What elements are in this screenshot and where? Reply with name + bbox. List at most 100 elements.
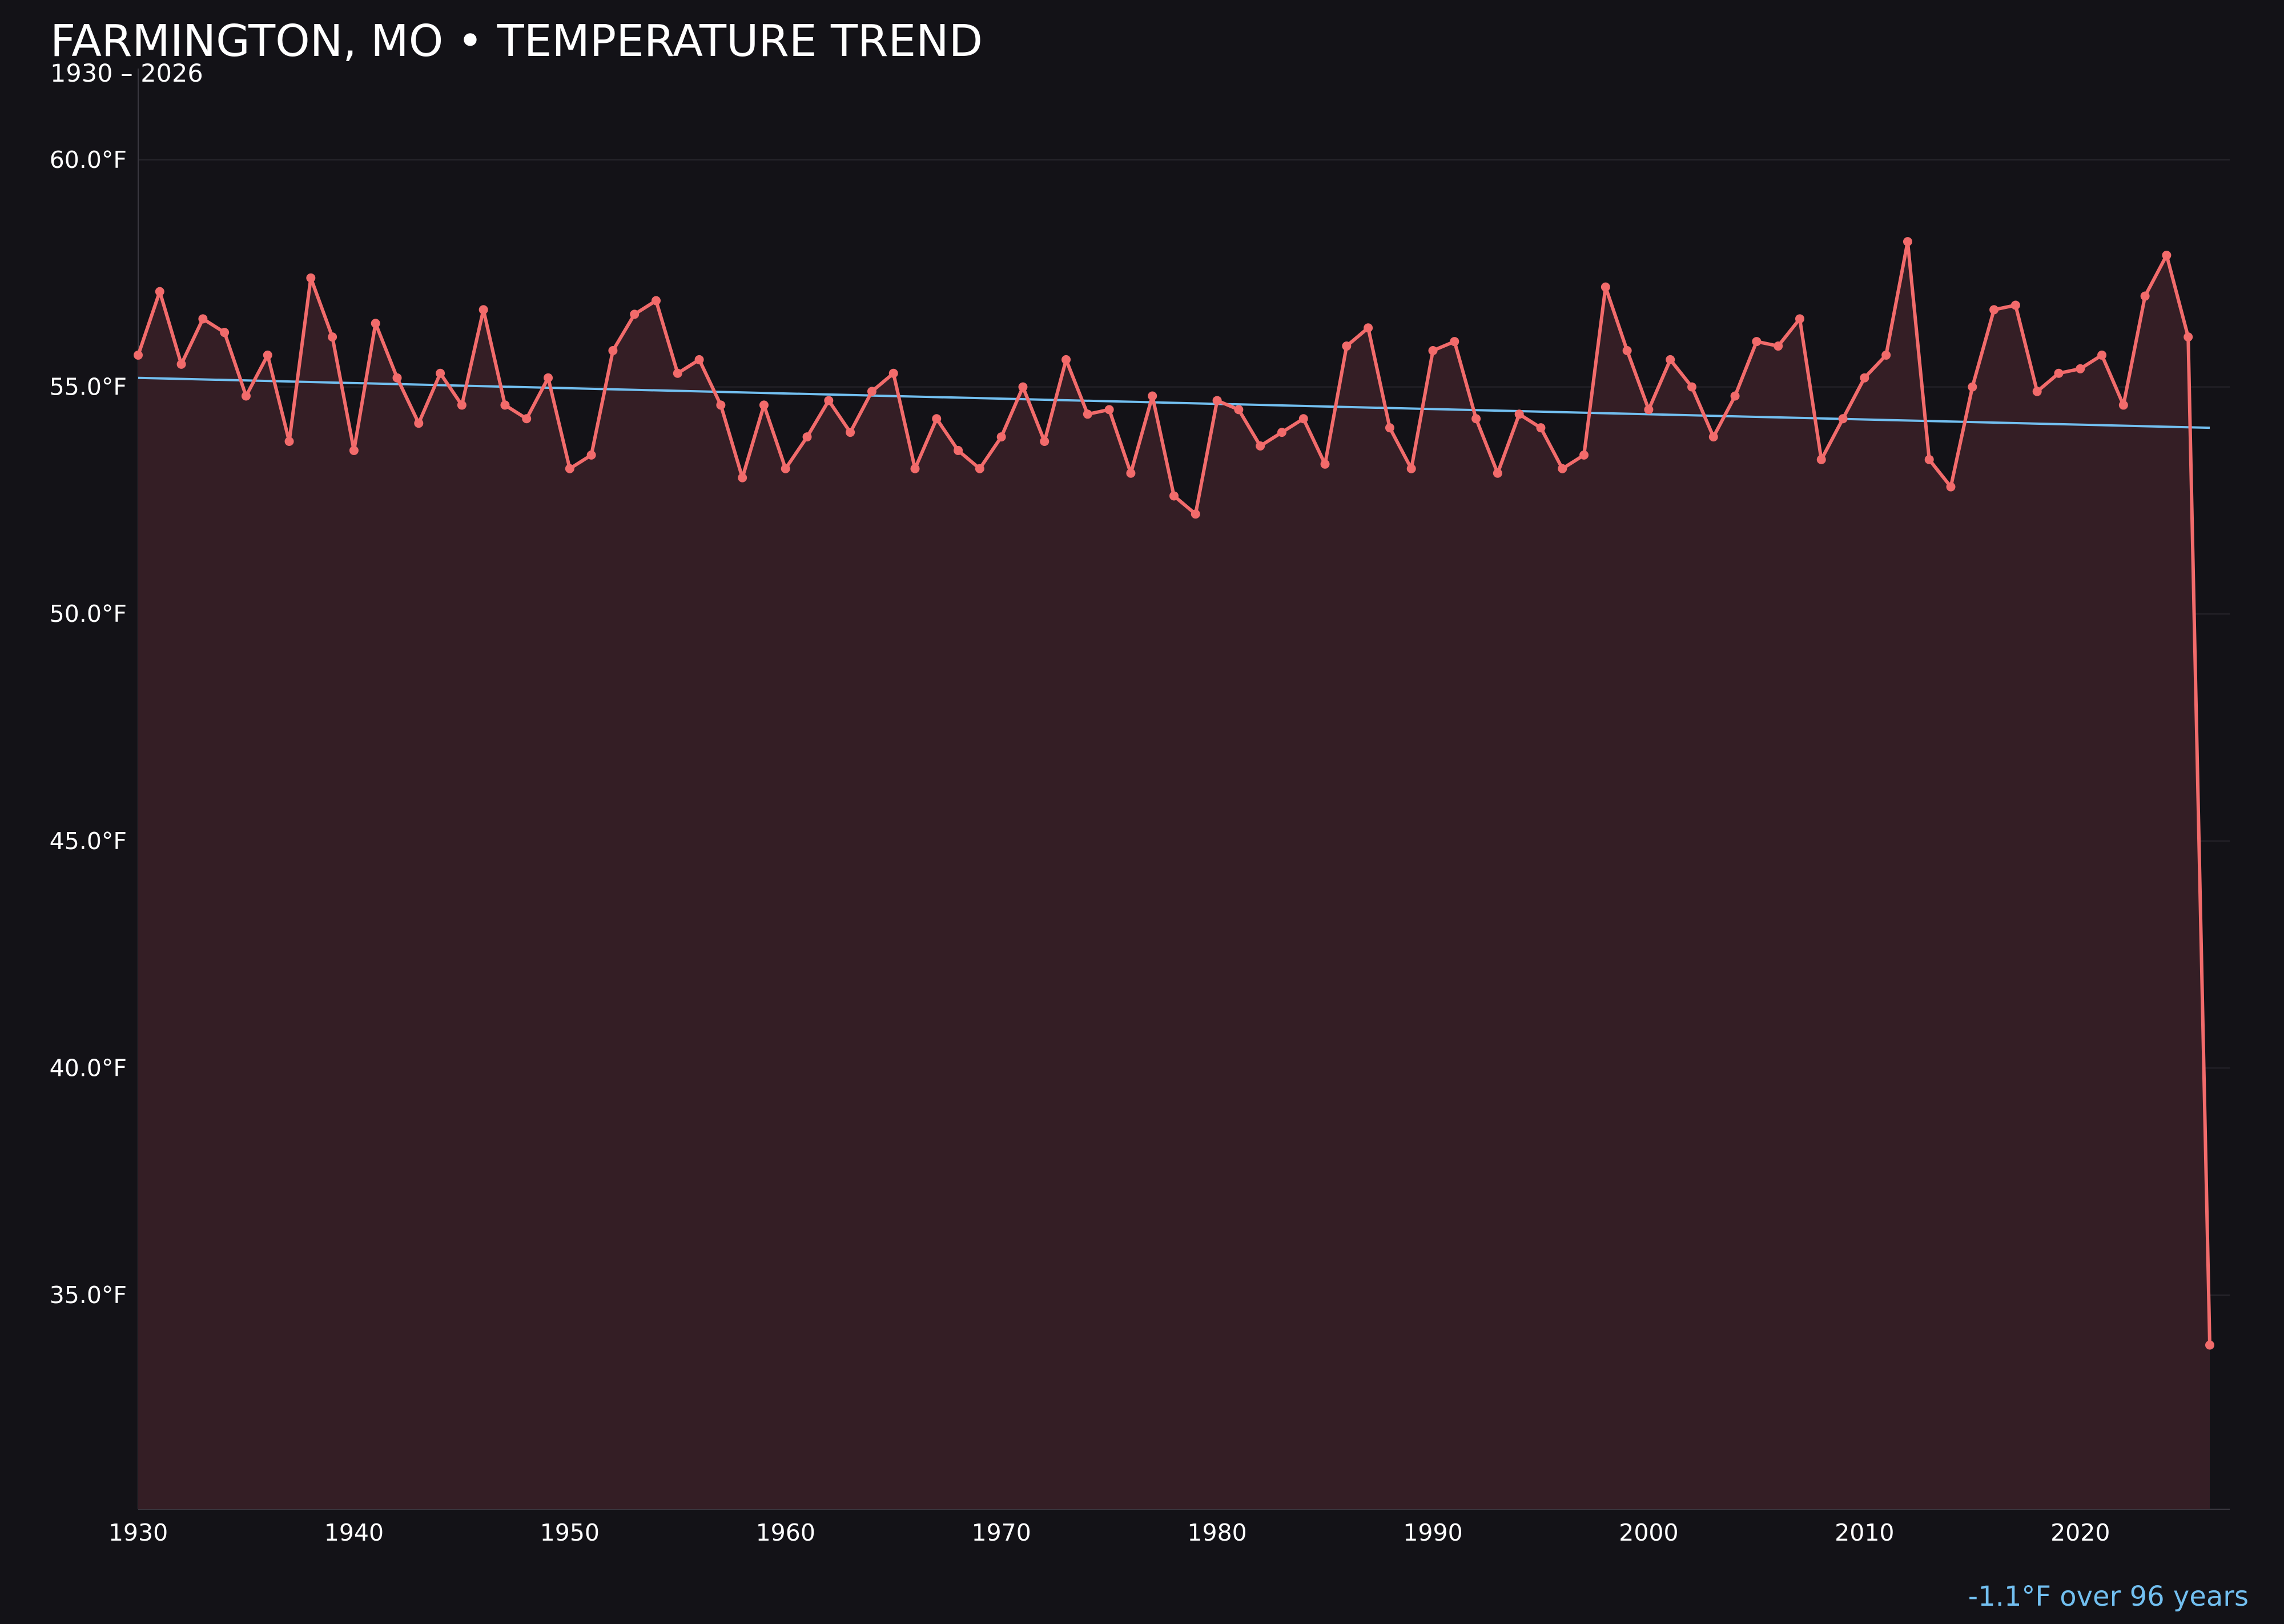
data-point-1958 bbox=[738, 473, 747, 483]
data-point-1976 bbox=[1126, 468, 1136, 478]
data-point-1978 bbox=[1169, 491, 1179, 501]
trend-line bbox=[138, 376, 2210, 429]
x-tick-label: 1960 bbox=[756, 1519, 815, 1546]
data-point-1981 bbox=[1234, 405, 1244, 415]
data-point-1953 bbox=[630, 309, 640, 319]
data-point-2026 bbox=[2205, 1340, 2214, 1350]
x-tick-label: 2010 bbox=[1835, 1519, 1894, 1546]
data-point-1951 bbox=[586, 450, 596, 460]
data-point-1990 bbox=[1428, 345, 1438, 355]
data-point-1997 bbox=[1579, 450, 1589, 460]
data-point-1934 bbox=[220, 328, 230, 337]
data-point-2014 bbox=[1946, 482, 1956, 492]
data-point-1952 bbox=[608, 345, 618, 355]
data-point-1956 bbox=[694, 355, 704, 364]
data-point-1961 bbox=[802, 432, 812, 442]
y-tick-label: 60.0°F bbox=[50, 146, 127, 174]
x-tick-label: 1970 bbox=[971, 1519, 1031, 1546]
data-point-1977 bbox=[1148, 391, 1157, 401]
data-point-2006 bbox=[1774, 341, 1783, 351]
data-point-1991 bbox=[1450, 337, 1459, 347]
data-point-1946 bbox=[478, 305, 488, 315]
x-tick-label: 1950 bbox=[540, 1519, 600, 1546]
y-tick-label: 45.0°F bbox=[50, 827, 127, 855]
chart-title: FARMINGTON, MO • TEMPERATURE TREND bbox=[50, 16, 983, 67]
data-point-1975 bbox=[1104, 405, 1114, 415]
data-point-2004 bbox=[1730, 391, 1740, 401]
data-point-1938 bbox=[306, 273, 316, 283]
data-points bbox=[134, 237, 2214, 1350]
data-point-1931 bbox=[155, 287, 164, 296]
data-point-1940 bbox=[349, 445, 359, 455]
data-point-1969 bbox=[975, 464, 984, 473]
data-point-1945 bbox=[457, 400, 467, 410]
data-point-2007 bbox=[1795, 314, 1804, 324]
data-point-1966 bbox=[910, 464, 920, 473]
data-point-2018 bbox=[2032, 387, 2042, 396]
data-point-1960 bbox=[781, 464, 790, 473]
data-point-2020 bbox=[2076, 364, 2085, 373]
x-tick-label: 1980 bbox=[1187, 1519, 1246, 1546]
x-tick-labels: 1930 1940 1950 1960 1970 1980 1990 2000 2010 2020 bbox=[108, 1519, 2110, 1546]
data-point-1998 bbox=[1601, 282, 1610, 292]
data-point-1979 bbox=[1191, 509, 1200, 519]
data-point-2001 bbox=[1666, 355, 1675, 364]
data-point-1930 bbox=[134, 350, 143, 360]
data-point-2012 bbox=[1903, 237, 1912, 247]
data-point-1933 bbox=[198, 314, 208, 324]
data-point-1967 bbox=[932, 414, 942, 424]
data-point-1999 bbox=[1622, 345, 1632, 355]
data-point-1957 bbox=[716, 400, 726, 410]
data-point-2009 bbox=[1838, 414, 1848, 424]
data-point-1988 bbox=[1385, 423, 1394, 433]
data-point-2022 bbox=[2118, 400, 2128, 410]
data-point-1993 bbox=[1493, 468, 1502, 478]
data-point-1985 bbox=[1320, 459, 1330, 469]
data-point-1970 bbox=[996, 432, 1006, 442]
data-point-2008 bbox=[1816, 455, 1826, 464]
data-point-2000 bbox=[1644, 405, 1654, 415]
data-point-1994 bbox=[1514, 409, 1524, 419]
data-point-1971 bbox=[1018, 382, 1028, 392]
data-point-1972 bbox=[1040, 437, 1049, 447]
data-point-2002 bbox=[1687, 382, 1696, 392]
data-point-1947 bbox=[500, 400, 510, 410]
y-tick-label: 40.0°F bbox=[50, 1054, 127, 1082]
data-point-2016 bbox=[1989, 305, 1999, 315]
trend-annotation: -1.1°F over 96 years bbox=[1968, 1581, 2249, 1613]
data-point-1939 bbox=[328, 332, 337, 342]
data-point-1950 bbox=[565, 464, 574, 473]
data-point-1992 bbox=[1471, 414, 1481, 424]
data-point-2015 bbox=[1968, 382, 1977, 392]
data-point-2017 bbox=[2010, 300, 2020, 310]
data-point-2021 bbox=[2097, 350, 2107, 360]
y-tick-label: 55.0°F bbox=[50, 373, 127, 401]
data-point-1964 bbox=[867, 387, 876, 396]
x-tick-label: 1940 bbox=[324, 1519, 384, 1546]
x-tick-label: 2020 bbox=[2050, 1519, 2110, 1546]
data-point-1936 bbox=[263, 350, 272, 360]
data-point-1986 bbox=[1342, 341, 1352, 351]
data-point-1974 bbox=[1083, 409, 1092, 419]
data-point-1968 bbox=[954, 445, 963, 455]
data-point-1959 bbox=[759, 400, 769, 410]
data-point-1996 bbox=[1558, 464, 1567, 473]
data-point-1973 bbox=[1061, 355, 1071, 364]
data-point-1962 bbox=[824, 396, 834, 405]
data-point-2024 bbox=[2162, 250, 2172, 260]
data-point-1965 bbox=[888, 368, 898, 378]
data-point-1955 bbox=[673, 368, 682, 378]
chart-subtitle: 1930 – 2026 bbox=[50, 59, 203, 88]
data-point-1949 bbox=[544, 373, 553, 383]
data-point-2019 bbox=[2054, 368, 2064, 378]
data-point-1982 bbox=[1256, 441, 1265, 451]
x-tick-label: 1990 bbox=[1403, 1519, 1462, 1546]
data-point-2023 bbox=[2140, 291, 2150, 301]
data-point-1963 bbox=[846, 428, 855, 437]
temperature-area-fill bbox=[138, 242, 2210, 1509]
data-point-1984 bbox=[1298, 414, 1308, 424]
data-point-2013 bbox=[1924, 455, 1934, 464]
data-point-1989 bbox=[1406, 464, 1416, 473]
data-point-1932 bbox=[176, 359, 186, 369]
